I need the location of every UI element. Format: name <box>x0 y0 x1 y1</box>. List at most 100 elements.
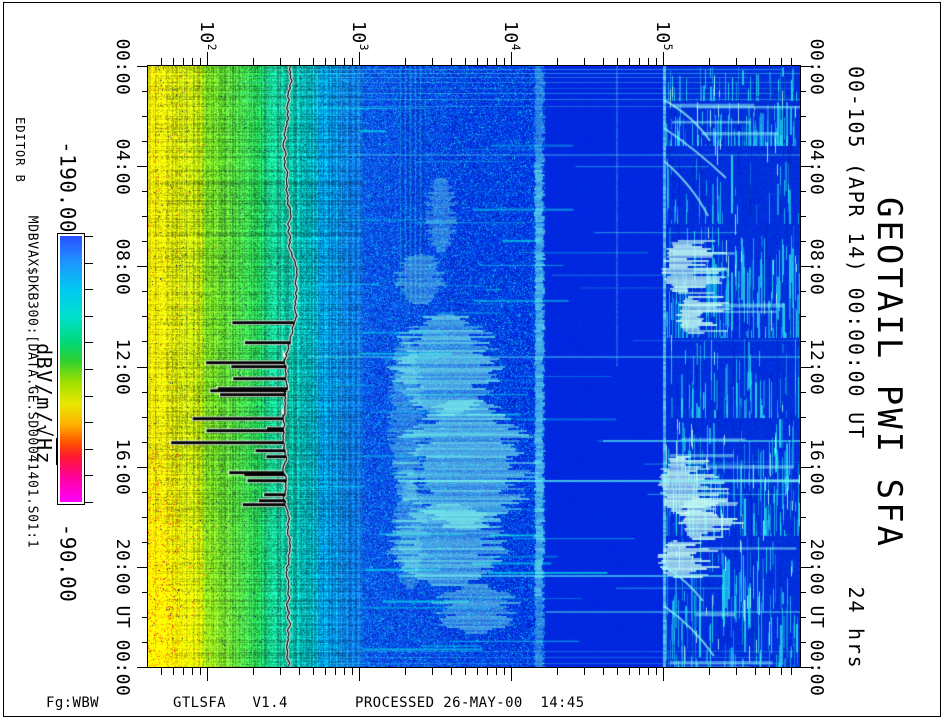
tick-mark <box>648 58 650 65</box>
tick-mark <box>656 58 658 65</box>
tick-mark <box>85 449 93 450</box>
freq-label-exponent: 2 <box>205 43 218 51</box>
tick-mark <box>85 369 93 370</box>
time-label-right: 04:00 <box>806 138 827 196</box>
colorbar-max-label: -190.00 <box>55 140 80 234</box>
tick-mark <box>504 668 506 675</box>
tick-mark <box>511 52 512 65</box>
tick-mark <box>769 58 771 65</box>
tick-mark <box>137 567 147 568</box>
tick-mark <box>183 58 185 65</box>
tick-mark <box>142 617 147 618</box>
tick-mark <box>85 502 93 503</box>
tick-mark <box>173 668 175 675</box>
tick-mark <box>313 668 315 675</box>
tick-mark <box>142 91 147 92</box>
tick-mark <box>431 668 433 675</box>
tick-mark <box>344 58 346 65</box>
tick-mark <box>504 58 506 65</box>
tick-mark <box>142 642 147 643</box>
tick-mark <box>85 342 93 343</box>
time-label-right: 00:00 <box>806 38 827 96</box>
tick-mark <box>639 58 641 65</box>
tick-mark <box>137 367 147 368</box>
tick-mark <box>252 668 254 675</box>
tick-mark <box>207 668 208 681</box>
tick-mark <box>602 668 604 675</box>
tick-mark <box>85 236 93 237</box>
tick-mark <box>359 668 360 681</box>
tick-mark <box>142 592 147 593</box>
tick-mark <box>708 58 710 65</box>
tick-mark <box>192 668 194 675</box>
tick-mark <box>279 58 281 65</box>
colorbar-min-label: -90.00 <box>55 523 80 603</box>
tick-mark <box>142 316 147 317</box>
tick-mark <box>85 316 93 317</box>
time-label-right: 16:00 <box>806 438 827 496</box>
tick-mark <box>142 191 147 192</box>
tick-mark <box>137 166 147 167</box>
tick-mark <box>279 668 281 675</box>
freq-label: 105 <box>652 21 674 51</box>
tick-mark <box>183 668 185 675</box>
tick-mark <box>801 367 811 368</box>
tick-mark <box>754 668 756 675</box>
tick-mark <box>629 668 631 675</box>
tick-mark <box>801 442 806 443</box>
time-label-left: 12:00 <box>112 338 133 396</box>
tick-mark <box>344 668 346 675</box>
tick-mark <box>404 668 406 675</box>
tick-mark <box>663 52 664 65</box>
time-label-left: 00:00 <box>112 38 133 96</box>
tick-mark <box>431 58 433 65</box>
tick-mark <box>161 668 163 675</box>
tick-mark <box>629 58 631 65</box>
tick-mark <box>450 668 452 675</box>
tick-mark <box>801 492 806 493</box>
tick-mark <box>801 567 811 568</box>
page-subtitle: 00-105 (APR 14) 00:00:00 UT <box>844 66 868 440</box>
footer-flag: Fg:WBW <box>46 695 99 711</box>
tick-mark <box>298 668 300 675</box>
tick-mark <box>801 392 806 393</box>
time-label-right: 12:00 <box>806 338 827 396</box>
tick-mark <box>801 617 806 618</box>
tick-mark <box>801 141 806 142</box>
tick-mark <box>801 417 806 418</box>
tick-mark <box>200 668 202 675</box>
time-label-left: 20:00 <box>112 538 133 596</box>
tick-mark <box>648 668 650 675</box>
tick-mark <box>173 58 175 65</box>
tick-mark <box>801 91 806 92</box>
tick-mark <box>200 58 202 65</box>
freq-label-exponent: 4 <box>509 43 522 51</box>
tick-mark <box>325 58 327 65</box>
tick-mark <box>137 266 147 267</box>
tick-mark <box>801 592 806 593</box>
time-label-left: 08:00 <box>112 238 133 296</box>
tick-mark <box>142 216 147 217</box>
tick-mark <box>298 58 300 65</box>
tick-mark <box>583 668 585 675</box>
time-label-left: 04:00 <box>112 138 133 196</box>
tick-mark <box>791 58 793 65</box>
spectrogram-canvas <box>148 66 800 667</box>
tick-mark <box>487 58 489 65</box>
tick-mark <box>801 291 806 292</box>
colorbar <box>57 233 85 505</box>
time-label-right: UT 00:00 <box>806 605 827 697</box>
tick-mark <box>142 341 147 342</box>
tick-mark <box>801 517 806 518</box>
tick-mark <box>801 467 811 468</box>
tick-mark <box>85 289 93 290</box>
freq-label: 102 <box>196 21 218 51</box>
tick-mark <box>708 668 710 675</box>
tick-mark <box>404 58 406 65</box>
tick-mark <box>142 141 147 142</box>
freq-label-base: 10 <box>196 21 217 44</box>
tick-mark <box>801 667 811 668</box>
tick-mark <box>781 58 783 65</box>
freq-label-base: 10 <box>500 21 521 44</box>
